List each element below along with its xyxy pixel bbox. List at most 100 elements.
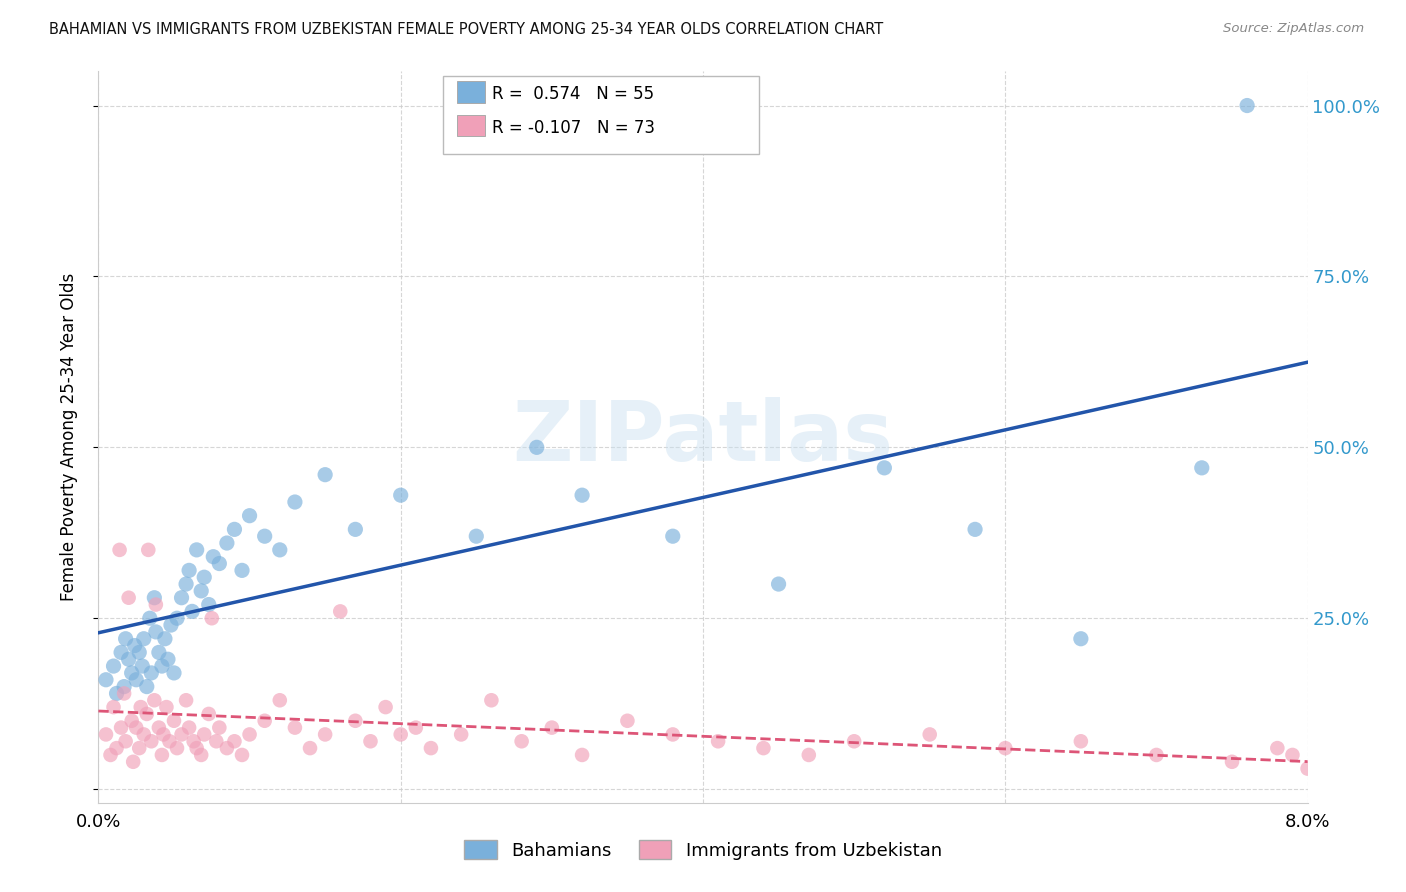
Text: Source: ZipAtlas.com: Source: ZipAtlas.com <box>1223 22 1364 36</box>
Point <box>197 598 219 612</box>
Point <box>129 700 152 714</box>
Text: ZIPatlas: ZIPatlas <box>513 397 893 477</box>
Point <box>239 727 262 741</box>
Point <box>108 542 131 557</box>
Point <box>193 727 215 741</box>
Point <box>145 598 167 612</box>
Point <box>420 741 443 756</box>
Point <box>797 747 820 762</box>
Point <box>405 721 427 735</box>
Point <box>166 611 188 625</box>
Point <box>181 604 204 618</box>
Point <box>100 747 122 762</box>
Point <box>143 591 166 605</box>
Point <box>121 665 143 680</box>
Point <box>344 522 367 536</box>
Point <box>128 645 150 659</box>
Point <box>128 741 150 756</box>
Point <box>179 721 201 735</box>
Point <box>269 693 291 707</box>
Point <box>186 542 208 557</box>
Point <box>526 440 548 454</box>
Point <box>1281 747 1303 762</box>
Point <box>136 542 159 557</box>
Point <box>1146 747 1168 762</box>
Point <box>1236 98 1258 112</box>
Point <box>190 747 212 762</box>
Point <box>160 618 183 632</box>
Point <box>329 604 352 618</box>
Point <box>197 706 219 721</box>
Point <box>135 680 157 694</box>
Point <box>183 734 205 748</box>
Point <box>166 741 188 756</box>
Point <box>103 659 125 673</box>
Point <box>139 611 162 625</box>
Point <box>661 529 683 543</box>
Point <box>481 693 503 707</box>
Point <box>224 734 246 748</box>
Point <box>105 741 128 756</box>
Point <box>132 727 155 741</box>
Point <box>163 714 186 728</box>
Y-axis label: Female Poverty Among 25-34 Year Olds: Female Poverty Among 25-34 Year Olds <box>59 273 77 601</box>
Point <box>284 495 307 509</box>
Point <box>118 652 141 666</box>
Point <box>540 721 562 735</box>
Point <box>124 639 146 653</box>
Point <box>131 659 153 673</box>
Point <box>205 734 228 748</box>
Point <box>186 741 208 756</box>
Point <box>135 706 157 721</box>
Point <box>284 721 307 735</box>
Point <box>707 734 730 748</box>
Point <box>145 624 167 639</box>
Point <box>110 645 132 659</box>
Point <box>752 741 775 756</box>
Point <box>616 714 638 728</box>
Text: R = -0.107   N = 73: R = -0.107 N = 73 <box>492 119 655 136</box>
Point <box>918 727 941 741</box>
Point <box>510 734 533 748</box>
Point <box>114 734 136 748</box>
Point <box>153 632 176 646</box>
Point <box>94 727 117 741</box>
Point <box>143 693 166 707</box>
Point <box>103 700 125 714</box>
Point <box>1220 755 1243 769</box>
Point <box>152 727 174 741</box>
Point <box>121 714 143 728</box>
Point <box>389 488 412 502</box>
Point <box>193 570 215 584</box>
Point <box>269 542 291 557</box>
Point <box>360 734 382 748</box>
Point <box>215 741 238 756</box>
Point <box>114 632 136 646</box>
Text: BAHAMIAN VS IMMIGRANTS FROM UZBEKISTAN FEMALE POVERTY AMONG 25-34 YEAR OLDS CORR: BAHAMIAN VS IMMIGRANTS FROM UZBEKISTAN F… <box>49 22 883 37</box>
Text: R =  0.574   N = 55: R = 0.574 N = 55 <box>492 85 654 103</box>
Point <box>299 741 322 756</box>
Point <box>141 665 163 680</box>
Point <box>110 721 132 735</box>
Point <box>156 652 179 666</box>
Point <box>344 714 367 728</box>
Point <box>125 721 148 735</box>
Point <box>94 673 117 687</box>
Point <box>844 734 866 748</box>
Point <box>253 529 276 543</box>
Point <box>239 508 262 523</box>
Point <box>450 727 472 741</box>
Point <box>174 693 197 707</box>
Point <box>112 686 135 700</box>
Point <box>170 591 193 605</box>
Point <box>201 611 224 625</box>
Point <box>571 747 593 762</box>
Point <box>208 557 231 571</box>
Point <box>112 680 135 694</box>
Point <box>1070 734 1092 748</box>
Point <box>1070 632 1092 646</box>
Point <box>190 583 212 598</box>
Legend: Bahamians, Immigrants from Uzbekistan: Bahamians, Immigrants from Uzbekistan <box>457 833 949 867</box>
Point <box>141 734 163 748</box>
Point <box>374 700 396 714</box>
